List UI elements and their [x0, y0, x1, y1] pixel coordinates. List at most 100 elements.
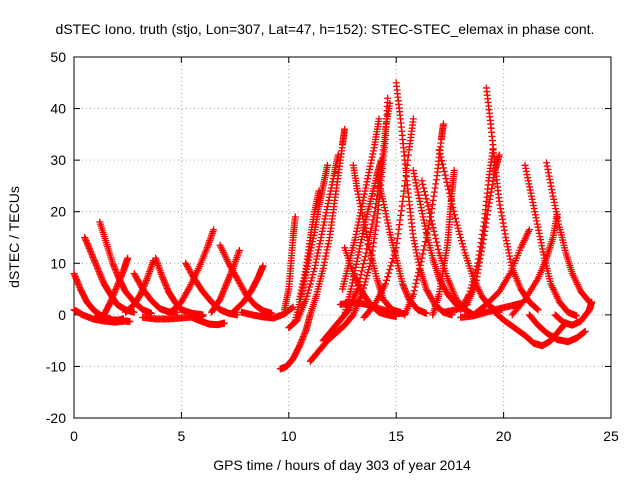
- data-point-marker: [435, 146, 443, 154]
- data-point-marker: [363, 272, 371, 280]
- data-point-marker: [415, 269, 423, 277]
- y-tick-label: 0: [58, 307, 66, 323]
- chart-title: dSTEC Iono. truth (stjo, Lon=307, Lat=47…: [56, 21, 595, 37]
- data-point-marker: [467, 284, 475, 292]
- data-point-marker: [432, 235, 440, 243]
- data-point-marker: [439, 120, 447, 128]
- data-point-marker: [460, 246, 468, 254]
- data-point-marker: [220, 319, 228, 327]
- data-point-marker: [233, 311, 241, 319]
- data-point-marker: [416, 261, 424, 269]
- y-tick-label: 10: [50, 255, 66, 271]
- data-point-marker: [361, 253, 369, 261]
- data-point-marker: [472, 265, 480, 273]
- data-point-marker: [375, 115, 383, 123]
- data-point-marker: [471, 269, 479, 277]
- data-point-marker: [365, 265, 373, 273]
- data-point-marker: [470, 275, 478, 283]
- x-tick-label: 25: [603, 428, 619, 444]
- series-arc: [543, 159, 594, 306]
- x-tick-label: 15: [388, 428, 404, 444]
- series-arc: [167, 226, 218, 316]
- series-arc: [281, 213, 299, 314]
- data-point-marker: [455, 227, 463, 235]
- series-arc: [470, 226, 533, 319]
- data-point-marker: [401, 310, 409, 318]
- series-arc: [336, 298, 409, 318]
- data-point-marker: [310, 268, 318, 276]
- data-point-marker: [360, 256, 368, 264]
- data-point-marker: [419, 250, 427, 258]
- data-point-marker: [386, 265, 394, 273]
- data-point-marker: [433, 238, 441, 246]
- series-arc: [525, 311, 589, 346]
- series-arc: [182, 259, 241, 319]
- data-point-marker: [341, 125, 349, 133]
- data-point-marker: [306, 280, 314, 288]
- series-arc: [285, 151, 342, 332]
- data-point-marker: [437, 153, 445, 161]
- data-point-marker: [438, 157, 446, 165]
- data-point-marker: [553, 210, 561, 218]
- data-point-marker: [411, 283, 419, 291]
- data-point-marker: [388, 258, 396, 266]
- series-arc: [491, 308, 570, 350]
- data-point-marker: [534, 306, 542, 314]
- data-point-marker: [447, 196, 455, 204]
- data-point-marker: [315, 187, 323, 195]
- data-point-marker: [446, 193, 454, 201]
- data-point-marker: [453, 221, 461, 229]
- data-point-marker: [418, 254, 426, 262]
- data-point-marker: [495, 151, 503, 159]
- data-point-marker: [468, 281, 476, 289]
- data-point-marker: [384, 94, 392, 102]
- y-tick-label: 30: [50, 152, 66, 168]
- data-point-marker: [444, 182, 452, 190]
- data-point-marker: [428, 220, 436, 228]
- data-point-marker: [360, 260, 368, 268]
- data-point-marker: [199, 311, 207, 319]
- data-point-marker: [409, 115, 417, 123]
- data-point-marker: [429, 224, 437, 232]
- data-point-marker: [517, 300, 525, 308]
- data-point-marker: [370, 212, 378, 220]
- data-point-marker: [451, 214, 459, 222]
- data-point-marker: [425, 221, 433, 229]
- data-point-marker: [419, 180, 427, 188]
- data-point-marker: [448, 200, 456, 208]
- data-point-marker: [323, 161, 331, 169]
- data-point-marker: [334, 151, 342, 159]
- series-arc: [122, 257, 157, 316]
- data-point-marker: [424, 202, 432, 210]
- series-arc: [551, 298, 596, 329]
- series-arc: [238, 303, 297, 322]
- data-point-marker: [459, 243, 467, 251]
- series-arc: [276, 125, 349, 373]
- data-point-marker: [470, 272, 478, 280]
- x-tick-label: 5: [178, 428, 186, 444]
- data-point-marker: [421, 188, 429, 196]
- data-point-marker: [533, 305, 541, 313]
- data-markers: [70, 79, 596, 373]
- data-point-marker: [439, 160, 447, 168]
- y-tick-label: 20: [50, 204, 66, 220]
- data-point-marker: [420, 246, 428, 254]
- data-point-marker: [443, 178, 451, 186]
- series-arc: [457, 300, 525, 321]
- x-tick-labels: 0 5 10 15 20 25: [70, 428, 619, 444]
- data-point-marker: [427, 213, 435, 221]
- data-point-marker: [362, 275, 370, 283]
- data-point-marker: [288, 304, 296, 312]
- data-point-marker: [413, 276, 421, 284]
- data-point-marker: [367, 224, 375, 232]
- y-axis-label: dSTEC / TECUs: [6, 186, 22, 288]
- data-point-marker: [445, 189, 453, 197]
- series-arc: [291, 161, 331, 324]
- data-point-marker: [305, 286, 313, 294]
- data-point-marker: [410, 287, 418, 295]
- data-point-marker: [436, 149, 444, 157]
- data-point-marker: [421, 191, 429, 199]
- data-point-marker: [130, 308, 138, 316]
- data-point-marker: [573, 312, 581, 320]
- data-point-marker: [307, 277, 315, 285]
